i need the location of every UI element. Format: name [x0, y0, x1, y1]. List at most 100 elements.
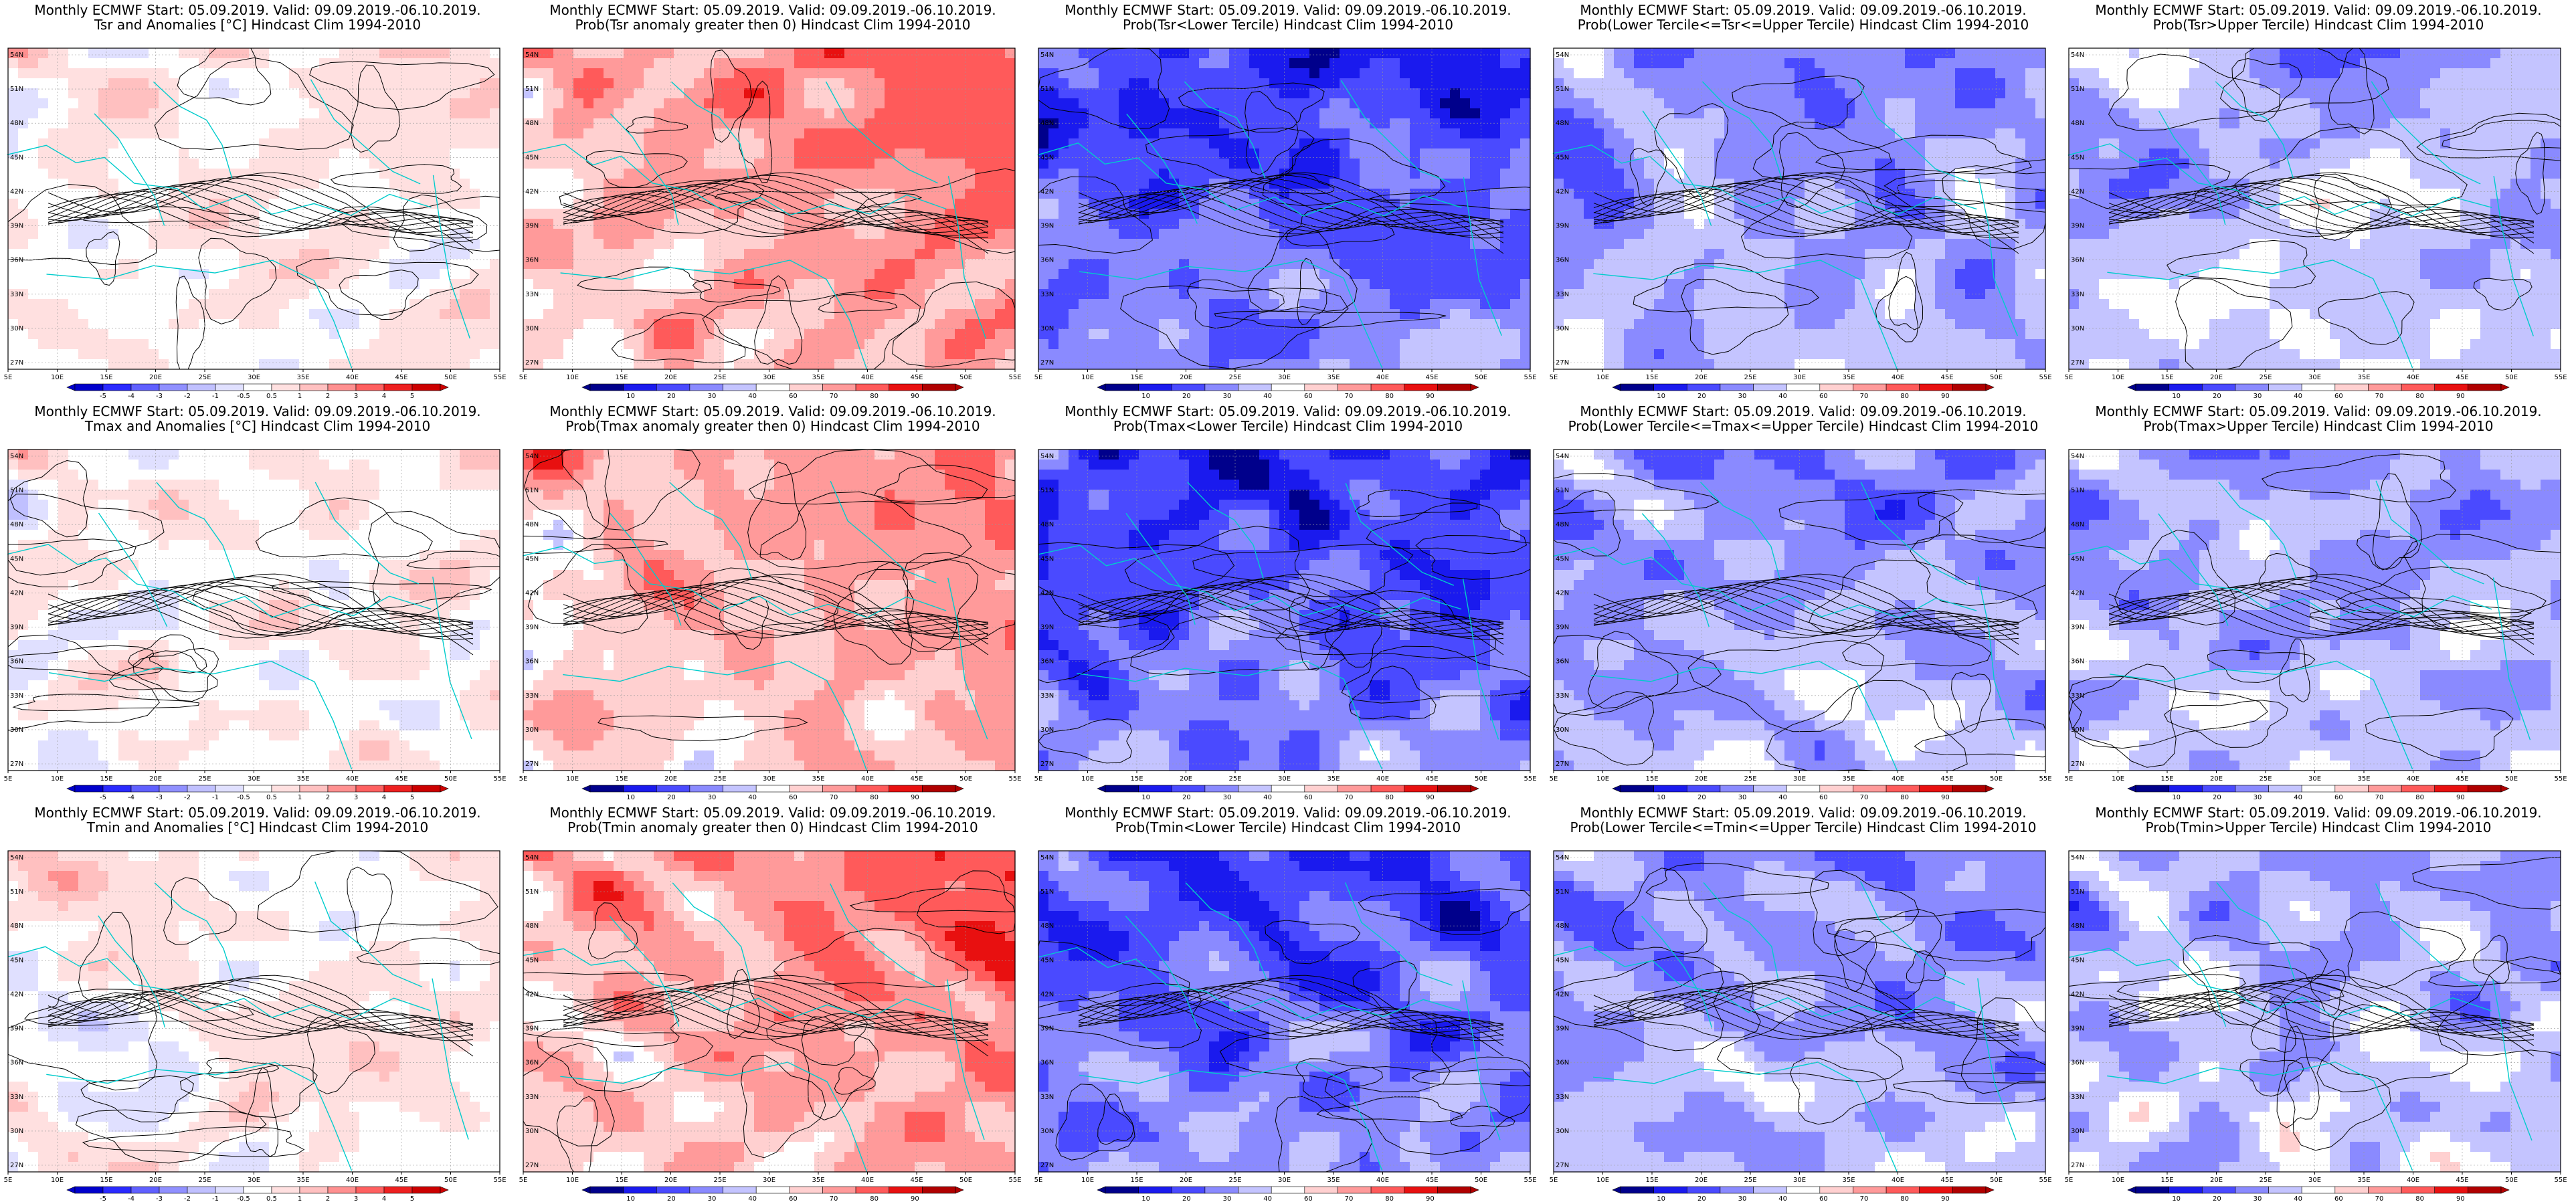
field-cell [925, 179, 935, 189]
field-cell [18, 108, 29, 119]
lat-tick-label: 42N [525, 188, 539, 195]
field-cell [1199, 229, 1210, 239]
field-cell [1390, 189, 1400, 199]
field-cell [289, 349, 300, 360]
field-cell [744, 108, 755, 119]
field-cell [1239, 299, 1250, 310]
field-cell [905, 289, 915, 300]
field-cell [764, 159, 775, 169]
field-cell [744, 179, 755, 189]
field-cell [139, 118, 149, 129]
field-cell [78, 219, 89, 229]
field-cell [634, 48, 644, 59]
field-cell [490, 148, 500, 159]
field-cell [1179, 108, 1190, 119]
field-cell [915, 48, 925, 59]
field-cell [1360, 239, 1370, 249]
field-cell [1069, 229, 1079, 239]
field-cell [573, 359, 584, 370]
field-cell [1059, 179, 1069, 189]
field-cell [965, 349, 976, 360]
field-cell [229, 179, 240, 189]
field-cell [319, 339, 330, 350]
field-cell [1319, 148, 1330, 159]
field-cell [804, 98, 815, 109]
field-cell [955, 159, 965, 169]
field-cell [349, 279, 360, 290]
field-cell [78, 169, 89, 179]
field-cell [369, 108, 380, 119]
field-cell [189, 289, 199, 300]
field-cell [654, 169, 664, 179]
field-cell [1520, 98, 1531, 109]
field-cell [159, 329, 169, 340]
field-cell [1490, 349, 1501, 360]
field-cell [864, 138, 875, 149]
field-cell [1520, 88, 1531, 99]
field-cell [309, 319, 320, 330]
field-cell [1460, 78, 1471, 89]
field-cell [1099, 249, 1109, 260]
field-cell [1179, 229, 1190, 239]
colorbar-label: 5 [410, 393, 414, 400]
field-cell [925, 108, 935, 119]
field-cell [804, 108, 815, 119]
field-cell [885, 339, 895, 350]
field-cell [1059, 269, 1069, 280]
field-cell [583, 329, 594, 340]
field-cell [409, 329, 420, 340]
field-cell [925, 289, 935, 300]
field-cell [624, 339, 634, 350]
field-cell [1420, 88, 1431, 99]
field-cell [219, 58, 229, 69]
field-cell [149, 249, 159, 260]
field-cell [1410, 359, 1420, 370]
field-cell [379, 329, 390, 340]
field-cell [409, 179, 420, 189]
field-cell [1209, 349, 1220, 360]
field-cell [1219, 289, 1230, 300]
field-cell [1410, 349, 1420, 360]
field-cell [249, 138, 260, 149]
field-cell [985, 279, 996, 290]
field-cell [593, 138, 604, 149]
field-cell [460, 289, 470, 300]
field-cell [754, 359, 765, 370]
field-cell [379, 339, 390, 350]
field-cell [1129, 249, 1139, 260]
field-cell [1420, 159, 1431, 169]
field-cell [480, 209, 490, 219]
field-cell [149, 289, 159, 300]
field-cell [1329, 169, 1340, 179]
field-cell [460, 179, 470, 189]
field-cell [490, 359, 500, 370]
field-cell [734, 249, 745, 260]
field-cell [319, 88, 330, 99]
field-cell [794, 239, 805, 249]
field-cell [78, 108, 89, 119]
field-cell [764, 239, 775, 249]
field-cell [179, 349, 189, 360]
field-cell [480, 189, 490, 199]
field-cell [1440, 189, 1451, 199]
field-cell [379, 48, 390, 59]
field-cell [159, 279, 169, 290]
field-cell [1299, 169, 1310, 179]
contour-line [154, 57, 354, 150]
field-cell [8, 249, 19, 260]
field-cell [644, 279, 654, 290]
field-cell [1139, 78, 1149, 89]
field-cell [128, 88, 139, 99]
field-cell [309, 179, 320, 189]
field-cell [78, 128, 89, 139]
field-cell [319, 209, 330, 219]
field-cell [18, 219, 29, 229]
field-cell [854, 58, 865, 69]
field-cell [1099, 299, 1109, 310]
field-cell [985, 319, 996, 330]
field-cell [349, 339, 360, 350]
field-cell [58, 108, 69, 119]
field-cell [694, 299, 705, 310]
field-cell [583, 189, 594, 199]
field-cell [219, 359, 229, 370]
